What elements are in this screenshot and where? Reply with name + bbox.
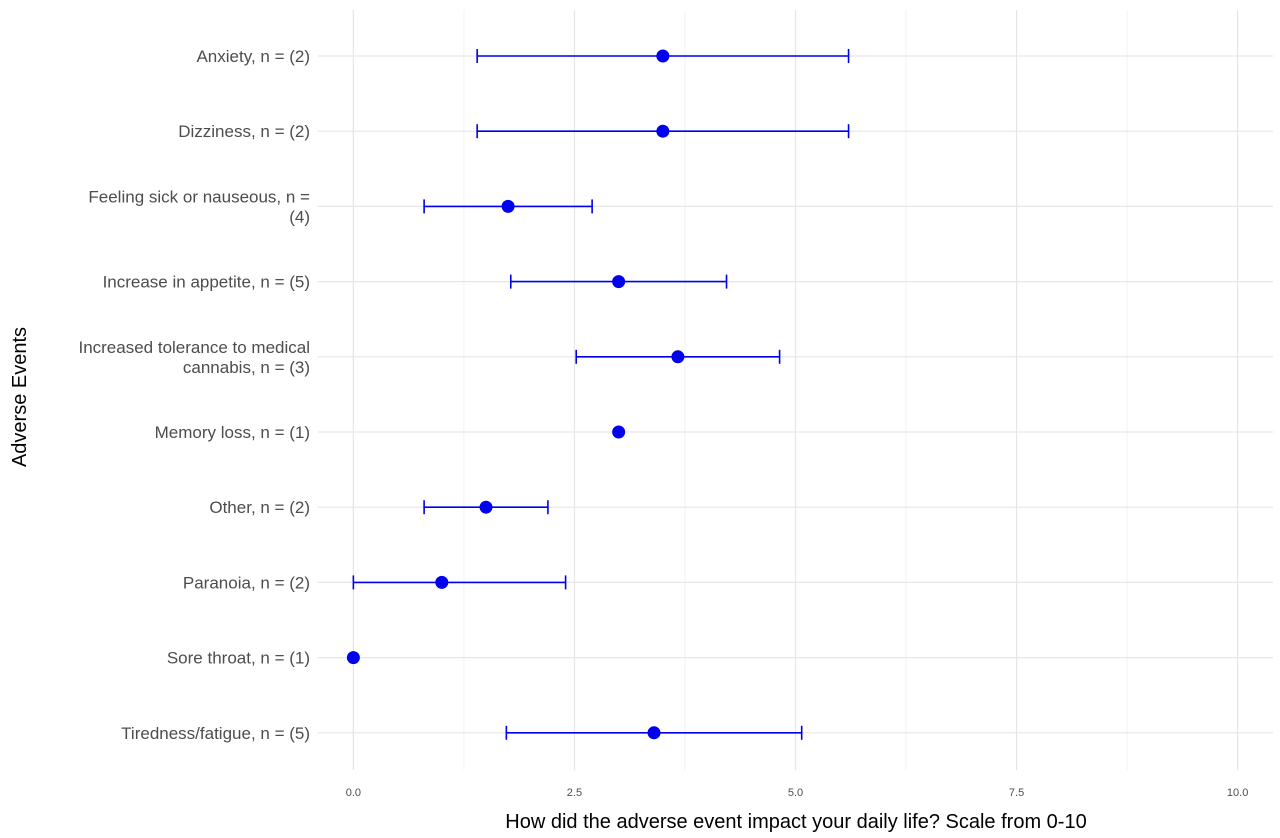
mean-point xyxy=(435,575,449,589)
y-tick-label: Other, n = (2) xyxy=(209,498,310,517)
x-tick-label: 5.0 xyxy=(788,787,803,799)
y-tick-label: cannabis, n = (3) xyxy=(183,358,310,377)
x-tick-label: 2.5 xyxy=(567,787,582,799)
y-tick-label: Increased tolerance to medical xyxy=(78,338,310,357)
mean-point xyxy=(656,124,670,138)
y-tick-label: Increase in appetite, n = (5) xyxy=(103,273,310,292)
mean-point xyxy=(612,425,626,439)
chart-marks xyxy=(346,49,850,740)
grid xyxy=(318,10,1273,770)
mean-point xyxy=(647,726,661,740)
x-axis-title: How did the adverse event impact your da… xyxy=(505,811,1086,833)
y-tick-label: Paranoia, n = (2) xyxy=(183,573,310,592)
mean-point xyxy=(656,49,670,63)
mean-point xyxy=(612,275,626,289)
mean-point xyxy=(671,350,685,364)
y-tick-label: (4) xyxy=(289,207,310,226)
x-tick-label: 7.5 xyxy=(1009,787,1024,799)
x-tick-labels: 0.0 2.5 5.0 7.5 10.0 xyxy=(346,787,1249,799)
y-tick-label: Dizziness, n = (2) xyxy=(178,122,310,141)
y-tick-label: Sore throat, n = (1) xyxy=(167,649,310,668)
x-tick-label: 0.0 xyxy=(346,787,361,799)
y-tick-label: Tiredness/fatigue, n = (5) xyxy=(121,724,310,743)
y-tick-labels: Anxiety, n = (2) Dizziness, n = (2) Feelin… xyxy=(78,47,310,743)
y-tick-label: Feeling sick or nauseous, n = xyxy=(88,187,310,206)
y-axis-title: Adverse Events xyxy=(9,327,31,467)
x-tick-label: 10.0 xyxy=(1227,787,1248,799)
mean-point xyxy=(501,199,515,213)
y-tick-label: Memory loss, n = (1) xyxy=(155,423,310,442)
y-tick-label: Anxiety, n = (2) xyxy=(196,47,310,66)
mean-point xyxy=(346,651,360,665)
mean-point xyxy=(479,500,493,514)
